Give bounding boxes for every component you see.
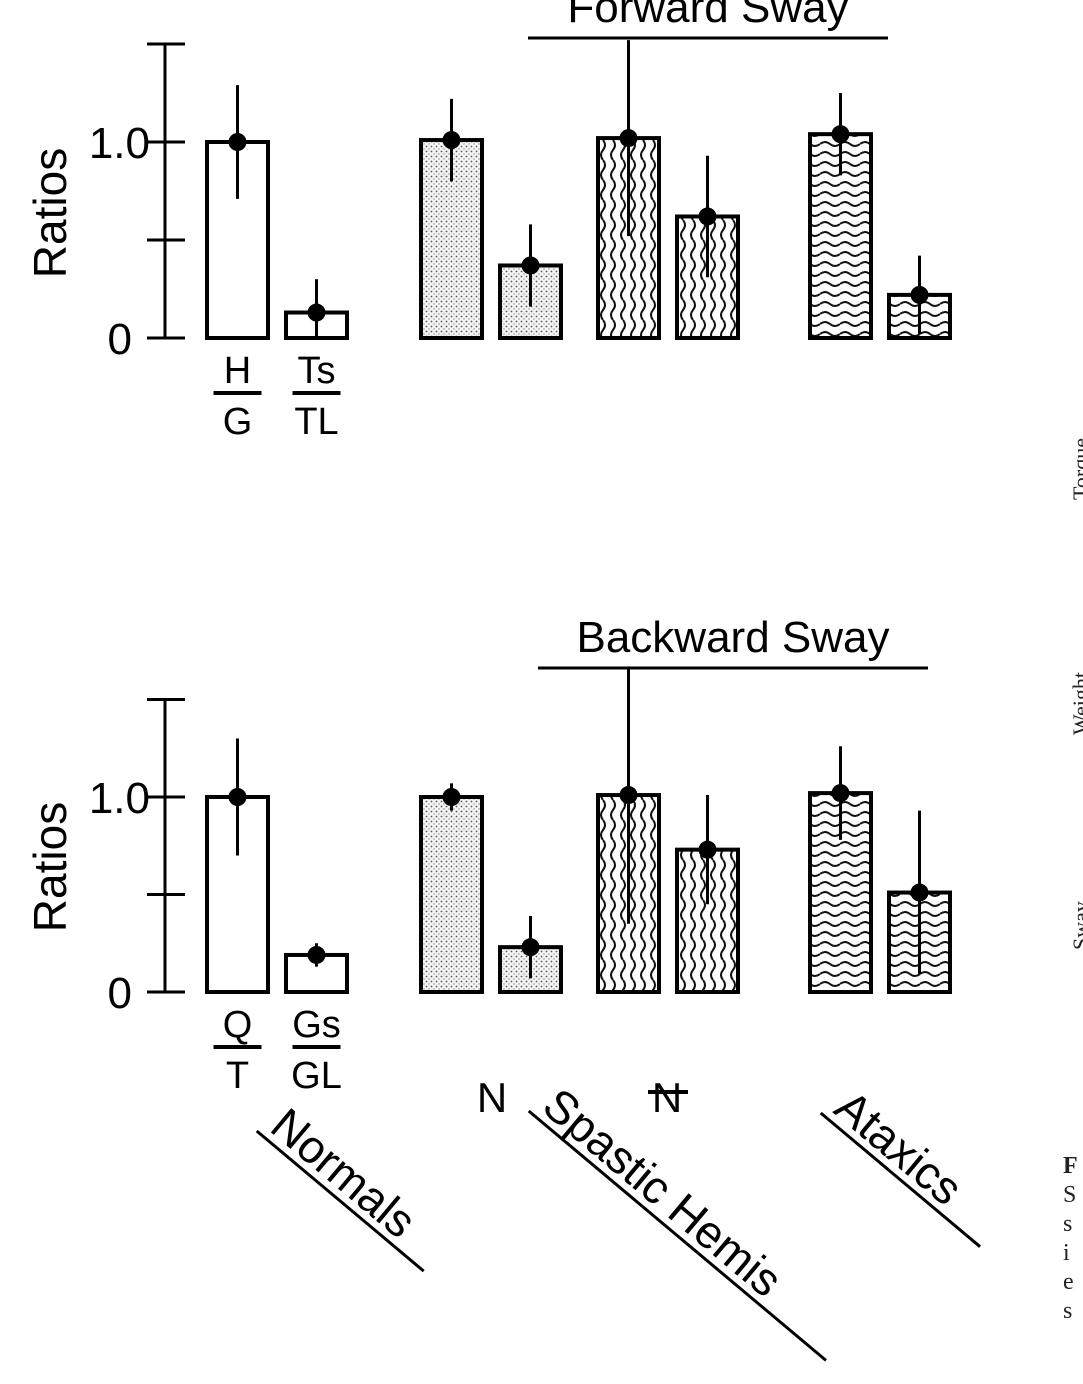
n-struck-label: N (652, 1074, 682, 1121)
data-point (228, 133, 247, 151)
normals-label: Normals (262, 1098, 427, 1248)
side-text-sway: Sway (1068, 901, 1083, 950)
data-point (307, 303, 326, 322)
data-point (307, 945, 326, 964)
ratio-numerator: H (224, 350, 251, 392)
y-tick-label: 1.0 (89, 119, 150, 168)
ataxics-underline (819, 1111, 982, 1248)
bar (675, 847, 740, 995)
data-point (831, 784, 850, 803)
chart-panel-forward: Forward Sway 0 1.0 Ratios HG Ts TL (24, 0, 952, 443)
y-tick-label: 1.0 (89, 774, 150, 823)
chart-title: Forward Sway (567, 0, 848, 32)
bar (419, 795, 484, 994)
data-point (521, 256, 540, 275)
data-point (698, 840, 717, 859)
data-point (442, 131, 461, 150)
side-text-weight: Weight (1068, 672, 1083, 735)
caption-fragment: F S s i e s (1063, 1153, 1078, 1324)
ratio-numerator: Gs (292, 1004, 341, 1046)
spastic-hemis-underline (527, 1109, 827, 1362)
ratio-denominator: T (226, 1055, 249, 1097)
y-tick-label: 0 (108, 315, 132, 364)
normals-underline (255, 1129, 425, 1273)
y-axis-label: Ratios (24, 802, 76, 932)
data-point (910, 883, 929, 902)
data-point (619, 129, 638, 148)
ratio-denominator: TL (294, 401, 338, 443)
ratio-denominator: G (223, 401, 253, 443)
data-point (698, 207, 717, 226)
data-point (910, 285, 929, 304)
data-point (442, 788, 461, 806)
data-point (228, 788, 247, 806)
data-point (831, 125, 850, 144)
data-point (521, 938, 540, 957)
chart-panel-backward: Backward Sway 0 1.0 Ratios QT Gs GL (24, 613, 952, 1097)
bottom-group-labels: N N Normals Spastic Hemis Ataxics (255, 1074, 982, 1362)
ataxics-label: Ataxics (826, 1080, 973, 1215)
ratio-denominator: GL (291, 1055, 342, 1097)
y-tick-label: 0 (108, 969, 132, 1018)
ratio-numerator: Ts (298, 350, 336, 392)
bar (205, 795, 270, 994)
ratio-numerator: Q (223, 1004, 253, 1046)
side-text-torque: Torque (1068, 438, 1083, 500)
data-point (619, 786, 638, 805)
y-axis-label: Ratios (24, 148, 76, 278)
n-label: N (477, 1074, 507, 1121)
chart-title: Backward Sway (576, 613, 889, 662)
